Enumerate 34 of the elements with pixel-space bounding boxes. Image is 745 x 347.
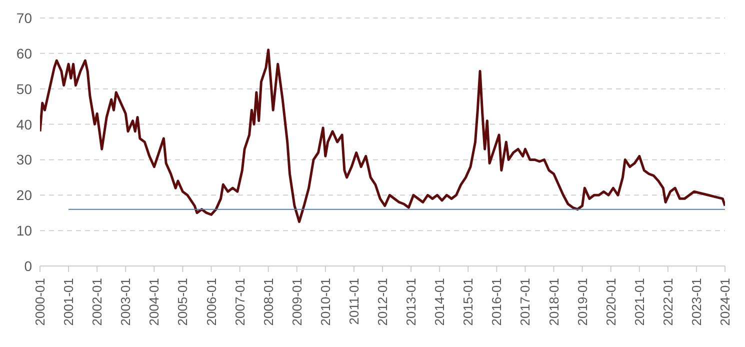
x-tick-label: 2000-01 bbox=[32, 278, 48, 326]
x-tick-label: 2013-01 bbox=[404, 278, 419, 326]
x-tick-label: 2008-01 bbox=[260, 278, 276, 326]
x-tick-label: 2021-01 bbox=[632, 278, 647, 326]
y-tick-label: 10 bbox=[16, 222, 32, 239]
x-tick-label: 2014-01 bbox=[432, 278, 448, 326]
x-tick-label: 2007-01 bbox=[232, 278, 248, 326]
x-tick-label: 2015-01 bbox=[460, 278, 476, 326]
x-tick-label: 2003-01 bbox=[118, 278, 134, 326]
x-tick-label: 2006-01 bbox=[204, 278, 219, 326]
x-tick-label: 2016-01 bbox=[489, 278, 504, 326]
y-tick-label: 50 bbox=[16, 80, 32, 97]
x-tick-label: 2009-01 bbox=[289, 278, 304, 326]
x-tick-label: 2002-01 bbox=[90, 278, 105, 326]
x-tick-label: 2001-01 bbox=[61, 278, 76, 326]
x-tick-label: 2010-01 bbox=[318, 278, 333, 326]
x-tick-label: 2018-01 bbox=[546, 278, 562, 326]
x-tick-label: 2024-01 bbox=[718, 278, 732, 326]
x-tick-label: 2005-01 bbox=[175, 278, 190, 326]
x-tick-label: 2011-01 bbox=[346, 278, 362, 325]
x-tick-label: 2012-01 bbox=[375, 278, 390, 326]
x-tick-label: 2017-01 bbox=[518, 278, 533, 326]
y-tick-label: 40 bbox=[16, 116, 32, 132]
x-tick-label: 2019-01 bbox=[574, 278, 590, 326]
y-tick-label: 0 bbox=[24, 258, 32, 274]
line-series bbox=[40, 48, 725, 223]
y-tick-label: 60 bbox=[16, 45, 32, 62]
x-tick-label: 2022-01 bbox=[660, 278, 676, 326]
x-tick-label: 2020-01 bbox=[603, 278, 618, 326]
y-tick-label: 20 bbox=[16, 187, 32, 204]
y-tick-label: 30 bbox=[16, 152, 32, 168]
x-tick-label: 2004-01 bbox=[146, 278, 162, 326]
y-tick-label: 70 bbox=[16, 10, 32, 26]
x-tick-label: 2023-01 bbox=[688, 278, 704, 326]
